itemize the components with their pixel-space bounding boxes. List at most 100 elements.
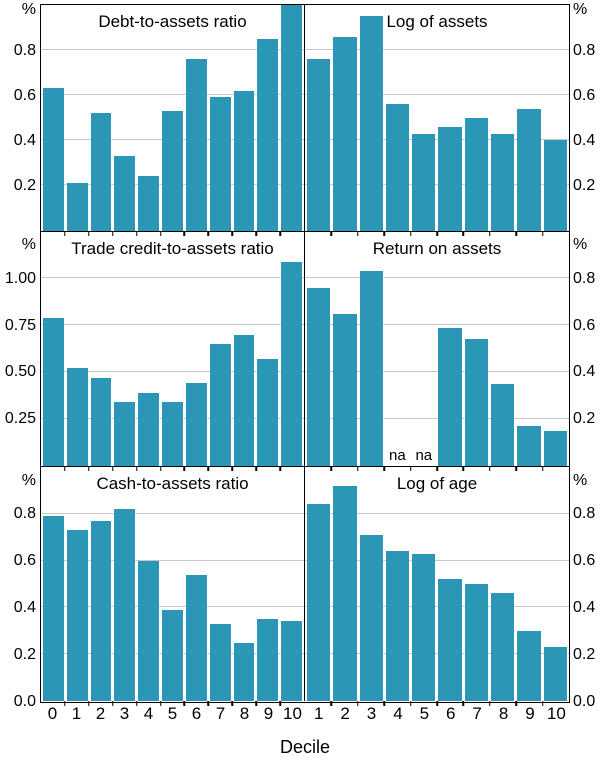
x-tick: [231, 701, 234, 706]
panel-title-trade-credit-to-assets-ratio: Trade credit-to-assets ratio: [71, 238, 274, 258]
y-tick-label: 0.75: [4, 316, 36, 334]
x-tick: [255, 466, 257, 471]
bar-decile-6: [438, 126, 462, 231]
x-tick-label: 5: [167, 704, 178, 723]
bar-decile-5: [412, 133, 436, 231]
x-tick-label: 5: [419, 704, 430, 723]
panel-log-of-assets: Log of assets: [305, 5, 569, 236]
x-tick: [462, 701, 465, 706]
x-tick: [64, 466, 66, 471]
bar-decile-3: [114, 509, 136, 701]
bar-decile-2: [90, 377, 112, 466]
y-tick-label: 0.2: [573, 176, 596, 194]
panel-trade-credit-to-assets-ratio: Trade credit-to-assets ratio: [41, 231, 305, 471]
bar-decile-1: [66, 368, 88, 466]
gridline: [305, 371, 569, 373]
bar-decile-9: [257, 38, 279, 231]
gridline: [41, 371, 304, 373]
panel-return-on-assets: na na Return on assets: [305, 232, 569, 471]
bar-decile-2: [333, 313, 357, 466]
x-tick-label: 9: [263, 704, 274, 723]
bar-decile-8: [233, 90, 255, 231]
bar-decile-2: [333, 485, 357, 701]
y-tick-label: 0.2: [573, 410, 596, 428]
x-tick: [489, 701, 491, 706]
y-tick-label: 0.50: [4, 363, 36, 381]
y-tick-label: 0.8: [13, 505, 36, 523]
x-tick: [88, 230, 90, 236]
y-axis-unit-label: %: [573, 471, 588, 489]
gridline: [41, 606, 304, 608]
x-tick: [64, 230, 66, 236]
x-tick-label: 6: [191, 704, 202, 723]
x-tick: [357, 466, 359, 471]
bar-decile-6: [438, 327, 462, 466]
bar-decile-1: [307, 287, 331, 466]
bar-decile-7: [209, 344, 231, 466]
chart-area: Debt-to-assets ratio Log of assets Trade c…: [40, 4, 570, 706]
bar-decile-9: [257, 359, 279, 466]
y-tick-label: 0.4: [573, 598, 596, 616]
bar-decile-3: [359, 534, 383, 701]
gridline: [41, 49, 304, 51]
x-tick-label: 1: [313, 704, 324, 723]
bar-decile-4: [385, 104, 410, 231]
bar-decile-3: [359, 271, 383, 466]
bars-cash-to-assets-ratio: [41, 467, 304, 701]
bar-decile-2: [90, 520, 112, 701]
bars-debt-to-assets-ratio: [41, 5, 304, 231]
x-tick: [159, 230, 162, 236]
x-tick: [383, 701, 385, 706]
gridline: [305, 606, 569, 608]
y-axis-unit-label: %: [21, 471, 36, 489]
y-tick-label: 0.6: [573, 552, 596, 570]
x-tick: [409, 701, 412, 706]
x-labels-log-of-age: 1 2 3 4 5 6 7 8 9 10: [305, 704, 570, 728]
bar-decile-0: [43, 88, 64, 231]
bar-decile-8: [491, 593, 515, 701]
x-tick: [183, 466, 186, 471]
x-tick: [489, 466, 491, 471]
bar-decile-10: [281, 5, 302, 231]
x-tick: [330, 230, 333, 236]
x-tick: [159, 466, 162, 471]
bar-decile-4: [385, 551, 410, 701]
bar-decile-8: [491, 133, 515, 231]
bars-log-of-age: [305, 467, 569, 701]
x-axis-title: Decile: [279, 737, 331, 757]
bar-decile-0: [43, 317, 64, 466]
panel-log-of-age: Log of age: [305, 467, 569, 706]
y-tick-label: 0.4: [573, 363, 596, 381]
x-tick: [231, 230, 234, 236]
bar-decile-7: [464, 117, 489, 231]
bar-decile-9: [517, 108, 541, 231]
gridline: [305, 277, 569, 279]
x-tick-label: 0: [47, 704, 58, 723]
bar-decile-7: [209, 623, 231, 701]
y-tick-label: 0.8: [573, 41, 596, 59]
panel-row-1: Debt-to-assets ratio Log of assets: [41, 5, 569, 236]
y-tick-label: 0.0: [573, 692, 596, 710]
x-tick-label: 2: [95, 704, 106, 723]
bar-decile-10: [543, 140, 567, 231]
y-axis-unit-label: %: [21, 1, 36, 18]
na-annotation: na: [389, 447, 406, 464]
bar-decile-7: [464, 339, 489, 466]
bar-decile-5: [162, 402, 183, 466]
panel-row-2: Trade credit-to-assets ratio na na Return o…: [41, 231, 569, 471]
bars-log-of-assets: [305, 5, 569, 231]
y-tick-label: 0.0: [13, 692, 36, 710]
x-tick: [183, 230, 186, 236]
gridline: [41, 277, 304, 279]
bar-decile-3: [359, 16, 383, 231]
bar-decile-2: [90, 113, 112, 231]
bar-decile-7: [209, 97, 231, 231]
x-tick: [436, 466, 438, 471]
x-tick: [111, 701, 114, 706]
y-tick-label: 0.6: [13, 552, 36, 570]
x-tick-label: 7: [472, 704, 482, 723]
x-tick: [183, 701, 186, 706]
gridline: [41, 324, 304, 326]
x-tick: [330, 466, 333, 471]
